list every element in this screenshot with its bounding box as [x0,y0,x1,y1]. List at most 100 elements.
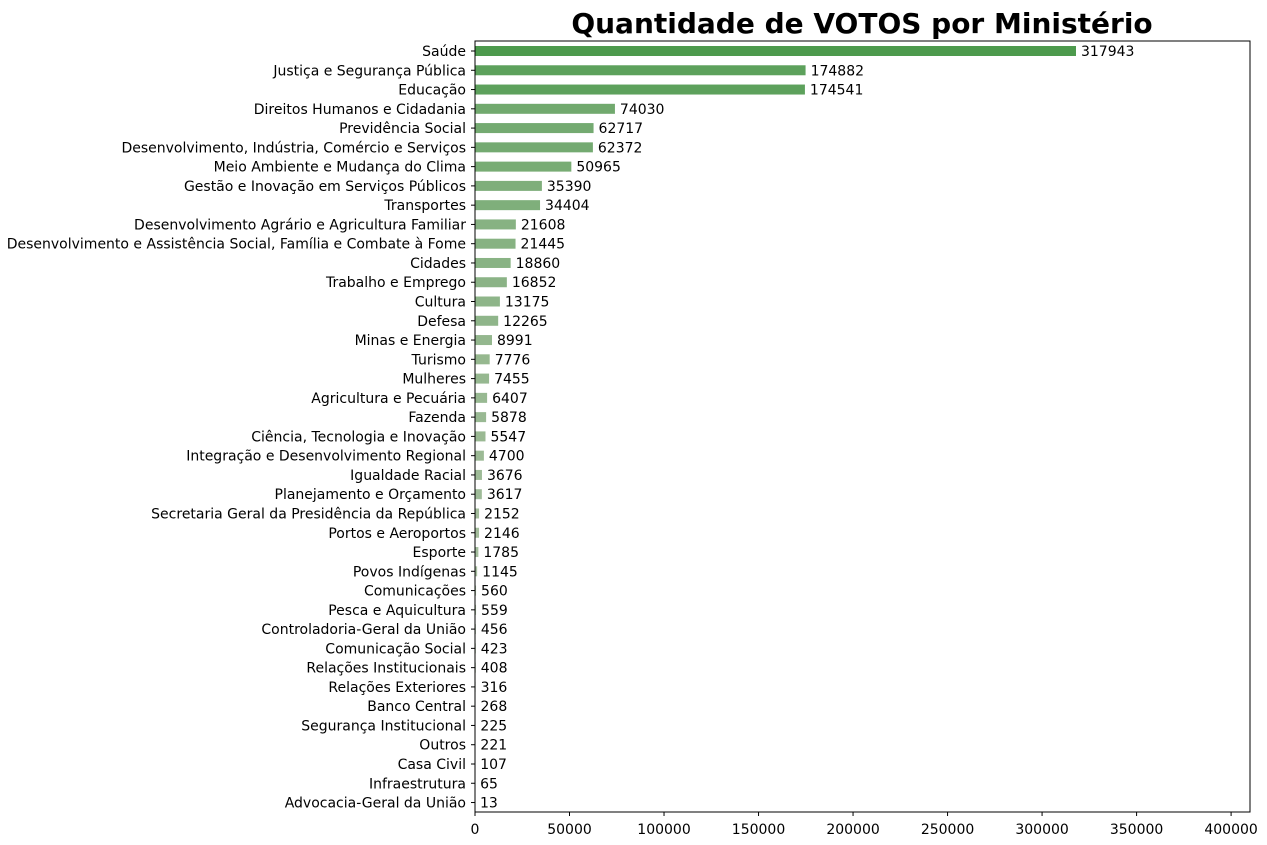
x-tick-label: 250000 [921,822,974,838]
category-label: Justiça e Segurança Pública [272,63,466,79]
category-label: Comunicações [364,584,466,600]
bar [475,585,477,596]
bar [475,200,541,211]
x-tick-label: 50000 [547,822,592,838]
data-label: 74030 [620,102,665,118]
data-label: 5878 [491,410,527,426]
bar [475,142,593,153]
bar [475,335,492,346]
data-label: 559 [481,603,508,619]
category-label: Agricultura e Pecuária [311,391,466,407]
data-label: 317943 [1081,44,1134,60]
category-label: Gestão e Inovação em Serviços Públicos [184,179,466,195]
category-label: Desenvolvimento, Indústria, Comércio e S… [121,140,466,156]
data-label: 423 [481,641,508,657]
bar [475,46,1076,56]
category-label: Controladoria-Geral da União [261,622,466,638]
category-label: Integração e Desenvolvimento Regional [186,449,466,465]
bar [475,103,615,114]
category-label: Cultura [415,295,466,311]
data-label: 8991 [497,333,533,349]
bar [475,219,516,230]
x-tick-label: 0 [471,822,480,838]
bar [475,450,484,461]
data-label: 50965 [576,160,621,176]
bar [475,123,594,134]
data-label: 174882 [811,63,864,79]
category-label: Portos e Aeroportos [328,526,466,542]
bar [475,257,511,268]
chart-title: Quantidade de VOTOS por Ministério [571,7,1152,40]
data-label: 35390 [547,179,592,195]
bar [475,373,490,384]
data-label: 7455 [494,372,530,388]
category-label: Povos Indígenas [353,564,466,580]
bar [475,392,488,403]
category-label: Fazenda [408,410,466,426]
data-label: 3617 [487,487,523,503]
plot-frame [474,40,1251,813]
data-label: 21608 [521,217,566,233]
category-label: Cidades [410,256,466,272]
data-label: 18860 [516,256,561,272]
category-label: Igualdade Racial [350,468,466,484]
category-label: Ciência, Tecnologia e Inovação [251,429,466,445]
category-label: Outros [419,738,466,754]
category-label: Educação [398,83,466,99]
bar [475,354,490,365]
category-label: Minas e Energia [355,333,466,349]
data-label: 7776 [495,352,531,368]
data-label: 16852 [512,275,557,291]
bar [475,161,572,172]
category-label: Direitos Humanos e Cidadania [254,102,466,118]
category-label: Pesca e Aquicultura [328,603,466,619]
bar [475,547,479,558]
data-label: 13 [480,796,498,812]
data-label: 1145 [482,564,518,580]
data-label: 225 [480,718,507,734]
bar [475,277,507,288]
data-label: 2152 [484,506,520,522]
data-label: 174541 [810,83,863,99]
category-label: Mulheres [402,372,466,388]
bar [475,412,487,423]
category-label: Banco Central [367,699,466,715]
category-label: Turismo [411,352,466,368]
x-tick-label: 100000 [637,822,690,838]
bar [475,180,542,191]
x-tick-label: 200000 [826,822,879,838]
x-tick-label: 300000 [1015,822,1068,838]
category-label: Planejamento e Orçamento [275,487,466,503]
x-axis: 0 50000 100000 150000 200000 250000 300000 3500… [471,812,1258,838]
bar [475,508,480,519]
category-label: Casa Civil [398,757,466,773]
category-label: Meio Ambiente e Mudança do Clima [214,160,466,176]
data-label: 560 [481,584,508,600]
data-label: 2146 [484,526,520,542]
data-label: 65 [480,776,498,792]
bars-group [475,46,1076,808]
data-labels-group: 317943 174882 174541 74030 62717 62372 50965 35… [480,44,1134,812]
category-label: Previdência Social [339,121,466,137]
x-tick-label: 150000 [732,822,785,838]
bar [475,431,486,442]
data-label: 408 [481,661,508,677]
category-label: Transportes [383,198,466,214]
category-label: Defesa [417,314,466,330]
category-label: Desenvolvimento Agrário e Agricultura Fa… [134,217,466,233]
data-label: 316 [481,680,508,696]
category-label: Trabalho e Emprego [325,275,466,291]
category-label: Relações Exteriores [328,680,466,696]
bar [475,296,500,307]
category-label: Saúde [422,44,466,60]
data-label: 34404 [545,198,590,214]
x-tick-label: 400000 [1204,822,1257,838]
category-label: Relações Institucionais [306,661,466,677]
bar [475,84,805,95]
category-labels-group: Saúde Justiça e Segurança Pública Educação… [7,44,475,812]
category-label: Desenvolvimento e Assistência Social, Fa… [7,237,466,253]
data-label: 62717 [599,121,644,137]
data-label: 4700 [489,449,525,465]
data-label: 107 [480,757,507,773]
